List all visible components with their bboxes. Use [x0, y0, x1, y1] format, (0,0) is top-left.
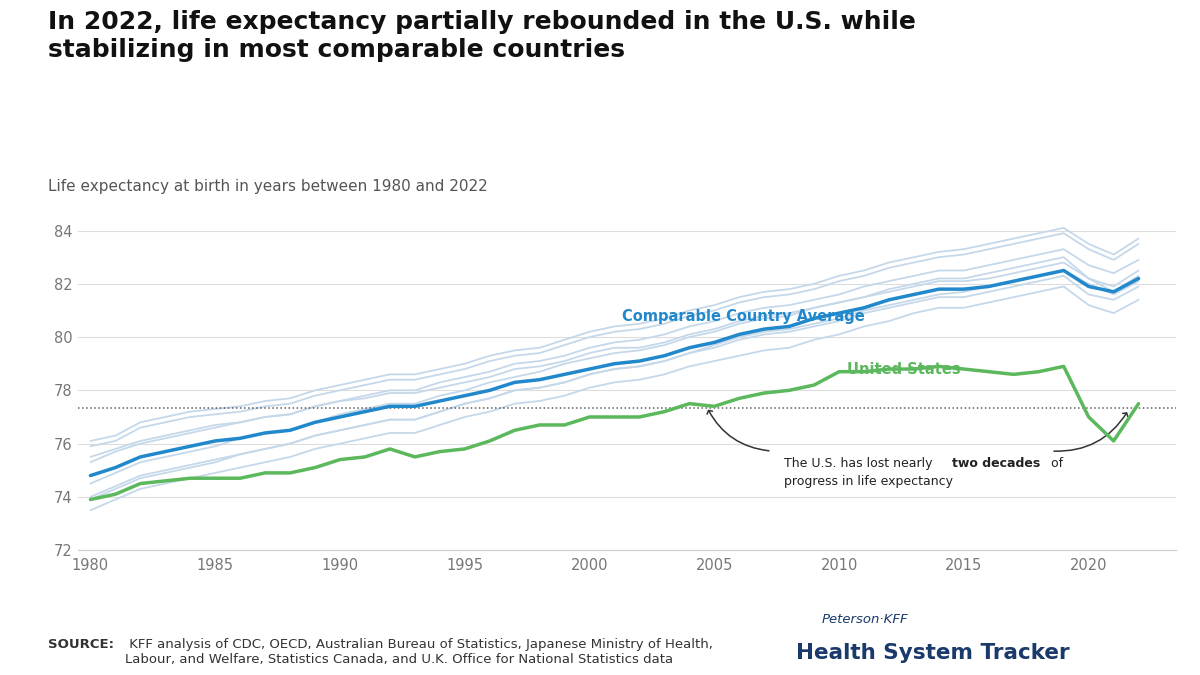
- Text: two decades: two decades: [952, 457, 1040, 470]
- Text: Life expectancy at birth in years between 1980 and 2022: Life expectancy at birth in years betwee…: [48, 179, 487, 194]
- Text: United States: United States: [847, 362, 960, 377]
- Text: Peterson·KFF: Peterson·KFF: [822, 613, 908, 626]
- Text: Health System Tracker: Health System Tracker: [796, 643, 1069, 663]
- Text: The U.S. has lost nearly: The U.S. has lost nearly: [785, 457, 937, 470]
- Text: progress in life expectancy: progress in life expectancy: [785, 475, 953, 488]
- Text: SOURCE:: SOURCE:: [48, 638, 114, 651]
- Text: KFF analysis of CDC, OECD, Australian Bureau of Statistics, Japanese Ministry of: KFF analysis of CDC, OECD, Australian Bu…: [125, 638, 713, 666]
- Text: of: of: [1046, 457, 1063, 470]
- Text: In 2022, life expectancy partially rebounded in the U.S. while
stabilizing in mo: In 2022, life expectancy partially rebou…: [48, 10, 916, 62]
- Text: Comparable Country Average: Comparable Country Average: [622, 309, 865, 324]
